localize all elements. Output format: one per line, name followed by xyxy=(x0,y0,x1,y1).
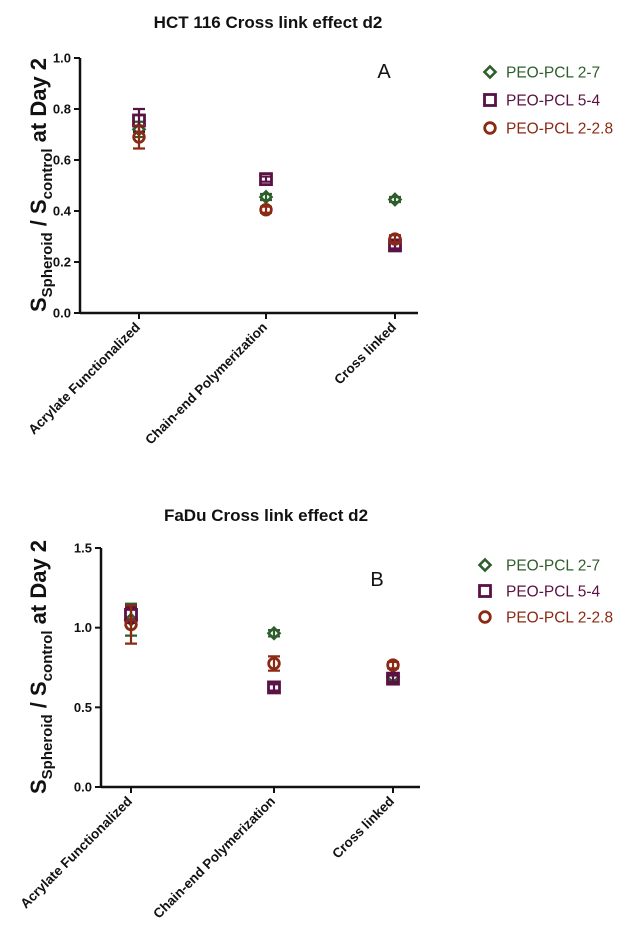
chart-b-error-bar xyxy=(125,604,137,645)
chart-a-legend-circle-icon xyxy=(483,121,497,135)
chart-b-ytick-label: 1.5 xyxy=(74,541,92,556)
chart-b-legend-diamond-icon xyxy=(477,557,493,573)
chart-a-xtick-label: Acrylate Functionalized xyxy=(25,320,143,438)
chart-a-data-point xyxy=(388,232,402,246)
chart-a-error-bar xyxy=(260,175,272,183)
chart-b-legend-label: PEO-PCL 5-4 xyxy=(506,584,601,601)
chart-a-legend: PEO-PCL 2-7 PEO-PCL 5-4 PEO-PCL 2-2.8 xyxy=(482,64,613,138)
chart-a-ytick-label: 0.0 xyxy=(53,306,71,321)
chart-a-legend-label: PEO-PCL 2-7 xyxy=(506,65,600,82)
chart-a-data-point xyxy=(259,172,273,187)
chart-b-data-point xyxy=(386,671,400,686)
chart-b-data-point xyxy=(267,656,281,671)
chart-a-ytick-label: 0.4 xyxy=(53,204,72,219)
chart-b-data-point xyxy=(124,617,138,632)
chart-a-ylabel: SSpheroid / Scontrol at Day 2 xyxy=(26,58,56,312)
chart-a-xtick-label: Chain-end Polymerization xyxy=(142,320,270,448)
panel-a: HCT 116 Cross link effect d2 A SSpheroid… xyxy=(25,13,418,447)
chart-b-data-point xyxy=(386,658,400,672)
chart-a-data-point xyxy=(387,192,403,207)
chart-a-data-point xyxy=(132,130,146,144)
chart-b-ytick-label: 0.0 xyxy=(74,780,92,795)
chart-b-ylabel: SSpheroid / Scontrol at Day 2 xyxy=(26,540,56,794)
chart-a-legend-diamond-icon xyxy=(482,64,498,80)
chart-b-legend-label: PEO-PCL 2-7 xyxy=(506,558,600,575)
chart-a-ytick-label: 0.2 xyxy=(53,255,71,270)
chart-b-panel-letter: B xyxy=(370,569,383,591)
chart-b-xtick-label: Chain-end Polymerization xyxy=(150,794,278,922)
chart-a-xtick-label: Cross linked xyxy=(331,320,399,388)
panel-b: FaDu Cross link effect d2 B SSpheroid / … xyxy=(17,506,420,921)
chart-a-data-point xyxy=(259,203,273,217)
chart-b-legend-circle-icon xyxy=(478,610,492,624)
chart-b-ytick-label: 0.5 xyxy=(74,700,92,715)
chart-b-title: FaDu Cross link effect d2 xyxy=(164,506,368,525)
chart-b-data-point xyxy=(266,625,282,641)
chart-a-legend-label: PEO-PCL 2-2.8 xyxy=(506,121,613,138)
chart-b-legend-label: PEO-PCL 2-2.8 xyxy=(506,610,613,627)
chart-b-data-point xyxy=(267,680,281,695)
chart-b-error-bar xyxy=(268,683,280,692)
chart-a-ytick-label: 0.8 xyxy=(53,102,71,117)
chart-b-legend-square-icon xyxy=(478,584,492,598)
chart-a-ytick-label: 0.6 xyxy=(53,153,71,168)
chart-a-title: HCT 116 Cross link effect d2 xyxy=(154,13,383,32)
chart-b-xtick-label: Cross linked xyxy=(329,794,397,862)
chart-a-ytick-label: 1.0 xyxy=(53,51,71,66)
chart-a-panel-letter: A xyxy=(377,61,391,83)
chart-a-error-bar xyxy=(133,124,145,150)
chart-a-data-point xyxy=(258,189,274,205)
chart-b-ytick-label: 1.0 xyxy=(74,620,92,635)
chart-a-legend-label: PEO-PCL 5-4 xyxy=(506,93,601,110)
chart-a-legend-square-icon xyxy=(483,93,497,107)
chart-b-legend: PEO-PCL 2-7 PEO-PCL 5-4 PEO-PCL 2-2.8 xyxy=(477,557,613,627)
chart-b-xtick-label: Acrylate Functionalized xyxy=(17,794,135,912)
chart-b-error-bar xyxy=(387,674,399,683)
